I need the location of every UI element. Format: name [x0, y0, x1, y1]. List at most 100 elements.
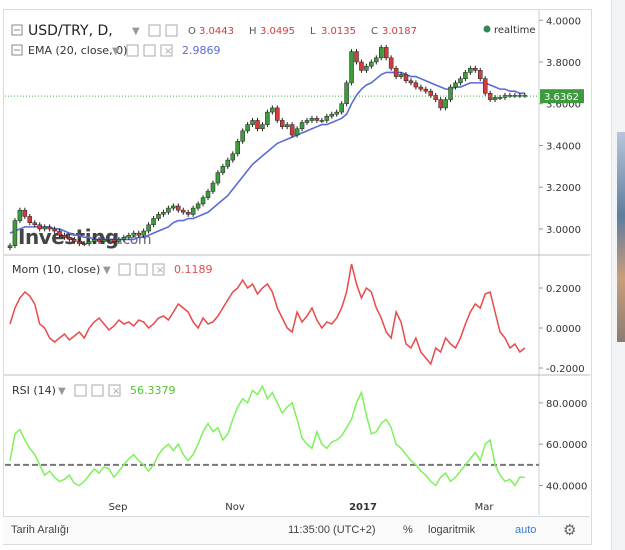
ohlc-key: O [188, 26, 196, 37]
candle-up [398, 74, 404, 77]
candle-down [32, 222, 37, 226]
time-tick-label: Nov [225, 502, 245, 513]
candle-up [265, 111, 270, 125]
ema-label: EMA (20, close, 0) [28, 44, 127, 57]
candle-down [423, 88, 429, 92]
candle-up [284, 124, 290, 127]
candle-up [369, 61, 374, 67]
candle-down [52, 228, 57, 232]
candle-down [482, 78, 488, 94]
settings-gear-icon[interactable]: ⚙ [563, 522, 577, 539]
candle-up [82, 243, 87, 245]
candle-up [116, 239, 122, 242]
ema-eye-icon[interactable] [126, 44, 139, 57]
ohlc-key: H [249, 26, 257, 37]
candle-down [275, 107, 280, 121]
candle-down [176, 205, 181, 211]
chevron-down-icon[interactable]: ▼ [132, 26, 140, 37]
time-tick-label: 2017 [349, 502, 377, 513]
candle-up [86, 241, 92, 244]
candle-up [156, 214, 161, 219]
candle-up [299, 122, 305, 130]
ema-gear-icon[interactable] [143, 44, 156, 57]
ohlc-key: L [310, 26, 316, 37]
ema-collapse-icon[interactable] [11, 44, 23, 56]
mom-eye-icon[interactable] [118, 263, 131, 276]
mom-gear-icon[interactable] [135, 263, 148, 276]
candle-down [478, 70, 483, 79]
mom-series-line [9, 263, 526, 366]
candle-down [22, 209, 28, 217]
candle-up [250, 120, 255, 125]
rsi-series-line [9, 384, 525, 487]
candle-up [230, 153, 235, 161]
rsi-chevron-down-icon[interactable]: ▼ [58, 386, 66, 397]
candle-up [319, 120, 325, 122]
rsi-value: 56.3379 [130, 384, 176, 397]
candle-up [329, 113, 334, 117]
candle-down [72, 239, 77, 242]
price-tick-label: 3.2000 [546, 183, 581, 194]
candle-up [294, 128, 300, 136]
rsi-axis-ticks: 40.0000 60.0000 80.0000 [539, 399, 587, 493]
candle-down [181, 209, 186, 213]
candle-up [166, 207, 171, 213]
candle-up [379, 47, 384, 59]
candle-up [339, 103, 344, 113]
candle-up [309, 118, 315, 121]
rsi-line [9, 384, 525, 487]
candle-up [497, 97, 503, 99]
mom-close-icon[interactable] [152, 263, 165, 276]
log-toggle[interactable]: logaritmik [428, 524, 476, 536]
candle-up [215, 172, 221, 184]
candle-down [67, 237, 72, 240]
ohlc-values: O 3.0443 H 3.0495 L 3.0135 C 3.0187 [188, 26, 417, 37]
rsi-gear-icon[interactable] [91, 384, 104, 397]
candle-down [136, 232, 141, 236]
ema-close-x-icon: × [164, 46, 172, 57]
candle-down [77, 241, 82, 244]
date-range-button[interactable]: Tarih Aralığı [11, 524, 70, 536]
candle-down [388, 57, 394, 69]
candle-up [220, 166, 226, 173]
candle-down [289, 124, 295, 136]
auto-toggle[interactable]: auto [515, 524, 537, 536]
candle-down [473, 68, 478, 71]
ohlc-key: C [371, 26, 378, 37]
candle-down [280, 120, 285, 127]
last-price-value: 3.6362 [544, 92, 579, 103]
candle-down [37, 224, 42, 230]
candle-up [304, 120, 310, 123]
candle-up [458, 78, 463, 84]
percent-toggle[interactable]: % [403, 524, 413, 536]
mom-tick-label: 0.2000 [546, 284, 581, 295]
collapse-icon[interactable] [11, 24, 23, 36]
ema-chevron-down-icon[interactable]: ▼ [112, 46, 120, 57]
rsi-tick-label: 40.0000 [546, 482, 587, 493]
time-tick-label: Sep [109, 502, 128, 513]
candle-down [408, 80, 414, 84]
candle-down [354, 51, 359, 63]
eye-icon[interactable] [148, 24, 161, 37]
rsi-label: RSI (14) [12, 384, 56, 397]
price-tick-label: 4.0000 [546, 16, 581, 27]
candle-up [91, 239, 97, 242]
clock-time[interactable]: 11:35:00 (UTC+2) [288, 524, 376, 536]
ema-close-icon[interactable] [160, 44, 173, 57]
ema-line [9, 71, 525, 241]
candle-up [126, 234, 132, 238]
candle-down [438, 99, 443, 109]
rsi-close-icon[interactable] [108, 384, 121, 397]
candle-up [42, 226, 47, 230]
gear-icon[interactable] [165, 24, 178, 37]
candle-down [418, 86, 424, 90]
candle-up [161, 212, 166, 215]
candle-up [195, 203, 201, 209]
mom-chevron-down-icon[interactable]: ▼ [103, 265, 111, 276]
rsi-eye-icon[interactable] [74, 384, 87, 397]
candle-up [151, 218, 156, 226]
rsi-legend: RSI (14) ▼ × 56.3379 [12, 384, 176, 397]
ohlc-value: 3.0135 [321, 26, 356, 37]
rsi-tick-label: 60.0000 [546, 440, 587, 451]
